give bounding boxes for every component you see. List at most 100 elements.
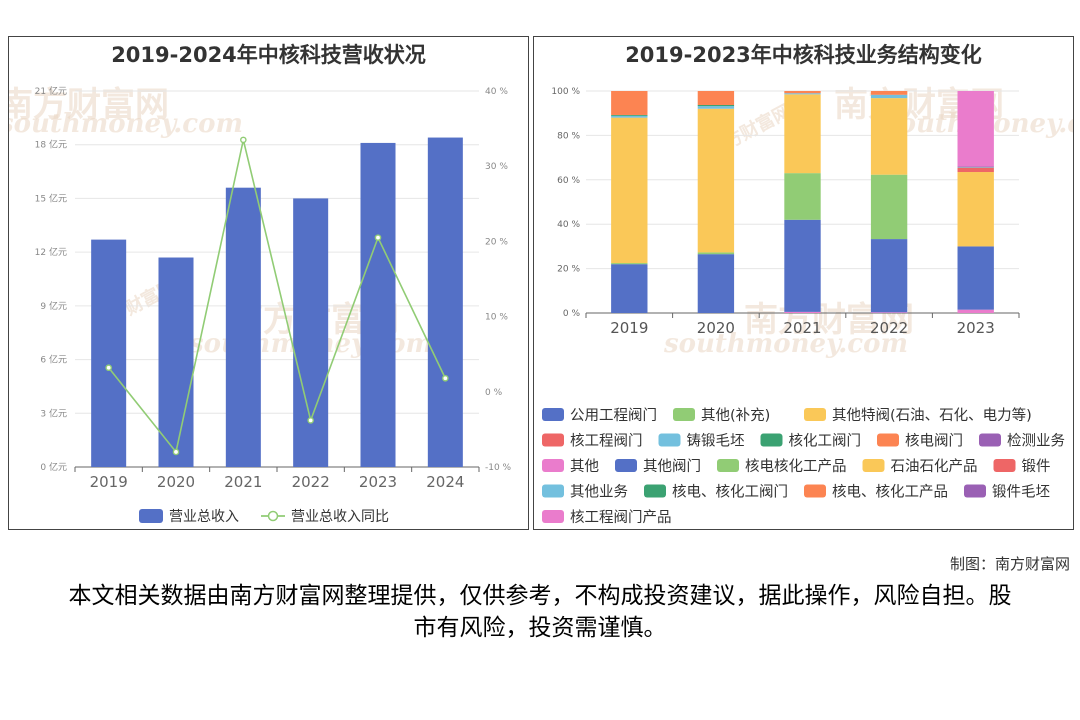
stacked-bar-segment — [870, 312, 908, 313]
revenue-bar — [225, 187, 261, 467]
revenue-bar — [293, 198, 329, 467]
legend-label-revenue: 营业总收入 — [169, 509, 239, 525]
revenue-bar — [427, 137, 463, 468]
y2-tick-label: 10 % — [485, 313, 508, 323]
stacked-bar-segment — [697, 91, 735, 105]
stacked-bar-segment — [784, 94, 821, 174]
stacked-bar-segment — [611, 264, 648, 313]
stacked-bar-segment — [611, 91, 648, 115]
legend-label: 锻件毛坯 — [992, 484, 1050, 501]
revenue-chart-title: 2019-2024年中核科技营收状况 — [111, 43, 426, 67]
y-tick-label: 100 % — [551, 87, 580, 97]
y2-tick-label: 20 % — [485, 237, 508, 247]
legend-label: 其他阀门 — [643, 458, 701, 475]
x-tick-label: 2024 — [426, 473, 464, 491]
stacked-bar-segment — [611, 263, 648, 265]
y-tick-label: 9 亿元 — [40, 300, 67, 312]
x-tick-label: 2023 — [957, 319, 995, 337]
yoy-point — [172, 448, 180, 456]
legend-swatch — [760, 433, 783, 447]
stacked-bar-segment — [784, 91, 821, 94]
y-tick-label: 40 % — [557, 220, 580, 230]
y-tick-label: 21 亿元 — [35, 85, 67, 97]
y-tick-label: 0 % — [563, 309, 581, 319]
x-tick-label: 2022 — [870, 319, 908, 337]
yoy-point — [442, 374, 449, 382]
legend-label: 其他 — [570, 458, 599, 475]
x-tick-label: 2022 — [292, 473, 330, 491]
yoy-point — [374, 234, 382, 241]
legend-label: 核化工阀门 — [789, 433, 862, 450]
stacked-bar-segment — [957, 91, 994, 167]
legend-label: 核工程阀门产品 — [570, 509, 672, 526]
stacked-bar-segment — [957, 166, 994, 168]
x-tick-label: 2019 — [90, 473, 128, 491]
x-tick-label: 2021 — [224, 473, 262, 491]
legend-swatch — [542, 510, 564, 523]
y-tick-label: 0 亿元 — [40, 461, 67, 473]
yoy-point — [105, 364, 112, 372]
legend-label: 其他(补充) — [701, 407, 770, 424]
stacked-bar-segment — [957, 309, 994, 313]
legend-label: 石油石化产品 — [891, 458, 978, 475]
legend-marker-yoy — [267, 510, 279, 522]
legend-swatch — [993, 459, 1016, 472]
yoy-point — [240, 136, 247, 144]
y2-tick-label: -10 % — [485, 463, 512, 473]
legend-label: 核电、核化工产品 — [832, 484, 948, 501]
legend-swatch — [542, 408, 564, 421]
disclaimer-text: 本文相关数据由南方财富网整理提供，仅供参考，不构成投资建议，据此操作，风险自担。… — [68, 583, 1012, 641]
legend-swatch — [804, 484, 826, 498]
legend-swatch-revenue — [139, 509, 163, 523]
stacked-bar-segment — [784, 219, 821, 312]
stacked-bar-segment — [611, 117, 648, 264]
legend-swatch — [673, 408, 695, 421]
y2-tick-label: 40 % — [485, 87, 508, 97]
legend-swatch — [717, 459, 739, 472]
stacked-bar-segment — [697, 254, 735, 313]
y-tick-label: 6 亿元 — [40, 354, 67, 366]
legend-label: 其他特阀(石油、石化、电力等) — [832, 406, 1032, 424]
legend-swatch — [877, 433, 899, 447]
revenue-bar — [91, 239, 127, 467]
stacked-bar-segment — [870, 91, 908, 95]
business-chart-svg: 0 % 20 % 40 % 60 % 80 % 100 % 2019 2020 2021 2022… — [542, 87, 1065, 526]
legend-swatch — [615, 459, 637, 472]
y-tick-label: 3 亿元 — [40, 407, 67, 419]
yoy-point — [307, 417, 314, 424]
legend-label: 铸锻毛坯 — [687, 433, 745, 450]
legend-swatch — [804, 408, 826, 421]
revenue-chart-panel: 南方财富网 southmoney.com 南方财富网 南方财富网 southmo… — [8, 36, 529, 530]
x-tick-label: 2019 — [610, 319, 648, 337]
revenue-bar — [158, 257, 194, 467]
stacked-bar-segment — [784, 173, 821, 220]
revenue-bar — [360, 142, 396, 467]
stacked-bar-segment — [784, 311, 821, 313]
legend-label: 核电核化工产品 — [745, 458, 847, 475]
legend-label: 检测业务 — [1007, 433, 1065, 450]
stacked-bar-segment — [697, 106, 735, 109]
stacked-bar-segment — [957, 246, 994, 310]
legend-swatch — [658, 433, 681, 447]
legend-label: 其他业务 — [570, 484, 628, 501]
stacked-bar-segment — [697, 104, 735, 107]
stacked-bar-segment — [784, 93, 821, 95]
business-structure-panel: 南方财富网 southmoney.com 南方财富网 南方财富网 southmo… — [533, 36, 1074, 530]
legend-swatch — [862, 459, 885, 472]
legend-swatch — [644, 484, 666, 498]
stacked-bar-segment — [957, 167, 994, 173]
chart-credit: 制图：南方财富网 — [949, 555, 1070, 573]
legend-label: 锻件 — [1022, 458, 1051, 475]
legend-label: 核工程阀门 — [570, 433, 643, 450]
legend-swatch — [542, 484, 564, 498]
y-tick-label: 12 亿元 — [35, 246, 67, 258]
y2-tick-label: 0 % — [485, 388, 503, 398]
stacked-bar-segment — [697, 252, 735, 255]
y-tick-label: 60 % — [557, 176, 580, 186]
legend-label: 核电阀门 — [905, 433, 963, 450]
stacked-bar-segment — [957, 172, 994, 247]
stacked-bar-segment — [870, 239, 908, 313]
stacked-bar-segment — [611, 114, 648, 116]
legend-label: 公用工程阀门 — [570, 407, 657, 424]
x-tick-label: 2020 — [157, 473, 195, 491]
